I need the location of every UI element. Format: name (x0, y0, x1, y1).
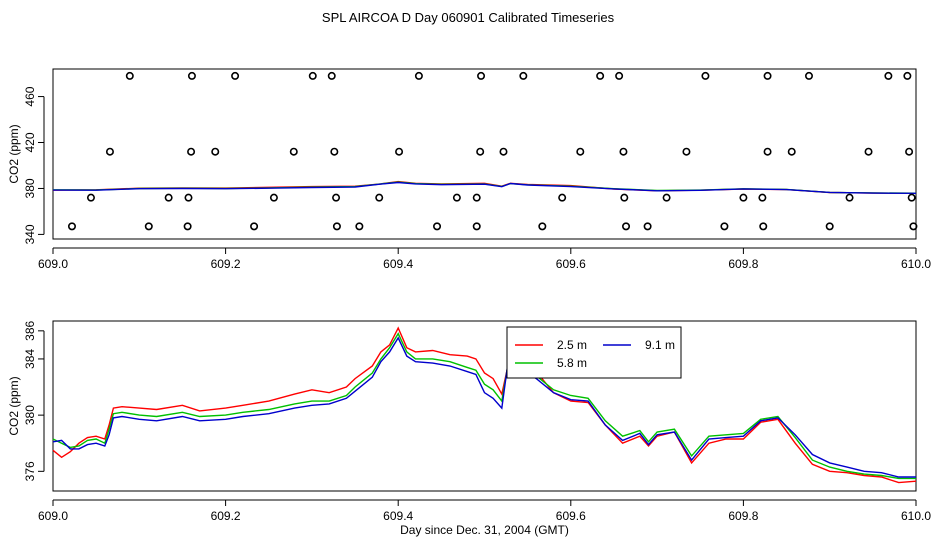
calibration-point (701, 71, 710, 80)
x-tick-label: 609.0 (38, 257, 68, 270)
calibration-point (332, 222, 341, 231)
x-tick-label: 610.0 (901, 509, 931, 523)
calibration-point (825, 222, 834, 231)
calibration-point (375, 193, 384, 202)
calibration-point (759, 222, 768, 231)
calibration-point (164, 193, 173, 202)
x-tick-label: 609.4 (383, 509, 413, 523)
x-tick-label: 609.4 (383, 257, 413, 270)
calibration-point (184, 193, 193, 202)
calibration-point (211, 147, 220, 156)
calibration-point (739, 193, 748, 202)
series-line-58m (52, 332, 916, 480)
calibration-point (864, 147, 873, 156)
calibration-point (787, 147, 796, 156)
calibration-point (231, 71, 240, 80)
calibration-point (477, 71, 486, 80)
y-axis-label: CO2 (ppm) (7, 376, 21, 435)
calibration-point (576, 147, 585, 156)
calibration-point (720, 222, 729, 231)
x-tick-label: 609.8 (728, 257, 758, 270)
calibration-point (105, 147, 114, 156)
calibration-point (330, 147, 339, 156)
x-tick-label: 609.2 (211, 509, 241, 523)
series-line-91m (52, 336, 916, 478)
y-tick-label: 340 (23, 224, 37, 244)
legend-entry: 9.1 m (645, 338, 675, 352)
y-tick-label: 420 (23, 132, 37, 152)
y-tick-label: 460 (23, 86, 37, 106)
calibration-point (758, 193, 767, 202)
calibration-point (476, 147, 485, 156)
calibration-point (183, 222, 192, 231)
calibration-point (144, 222, 153, 231)
x-axis-label: Day since Dec. 31, 2004 (GMT) (400, 523, 569, 537)
x-tick-label: 609.6 (556, 509, 586, 523)
calibration-point (67, 222, 76, 231)
calibration-point (472, 222, 481, 231)
calibration-point (622, 222, 631, 231)
calibration-point (250, 222, 259, 231)
calibration-point (289, 147, 298, 156)
series-line-25m (52, 326, 917, 484)
calibration-point (615, 71, 624, 80)
timeseries-chart: 609.0 609.2 609.4 609.6 609.8 610.0 376 380 384 3… (7, 320, 931, 537)
calibration-point (538, 222, 547, 231)
calibration-point (519, 71, 528, 80)
legend-entry: 2.5 m (557, 338, 587, 352)
x-tick-label: 609.8 (728, 509, 758, 523)
calibration-point (433, 222, 442, 231)
calibration-point (327, 71, 336, 80)
calibration-point (804, 71, 813, 80)
y-tick-label: 384 (23, 349, 37, 369)
calibration-point (619, 147, 628, 156)
calibration-point (905, 147, 914, 156)
calibration-point (332, 193, 341, 202)
calibration-point (682, 147, 691, 156)
y-tick-label: 380 (23, 405, 37, 425)
calibration-point (662, 193, 671, 202)
y-tick-label: 386 (23, 321, 37, 341)
calibration-point (596, 71, 605, 80)
page-title: SPL AIRCOA D Day 060901 Calibrated Times… (321, 10, 615, 25)
calibration-point (884, 71, 893, 80)
calibration-point (763, 147, 772, 156)
legend (506, 326, 682, 379)
calibration-point (452, 193, 461, 202)
calibration-point (907, 193, 916, 202)
calibration-point (845, 193, 854, 202)
calibration-point (472, 193, 481, 202)
calibration-point (903, 71, 912, 80)
calibration-point (620, 193, 629, 202)
calibration-point (643, 222, 652, 231)
legend-entry: 5.8 m (557, 356, 587, 370)
calibration-point (395, 147, 404, 156)
y-tick-label: 380 (23, 178, 37, 198)
x-tick-label: 609.6 (556, 257, 586, 270)
plot-frame (52, 320, 917, 492)
x-tick-label: 610.0 (901, 257, 931, 270)
calibration-point (308, 71, 317, 80)
y-tick-label: 376 (23, 461, 37, 481)
calibration-point (187, 71, 196, 80)
x-tick-label: 609.0 (38, 509, 68, 523)
calibration-point (558, 193, 567, 202)
calibration-point (414, 71, 423, 80)
calibration-chart: 609.0 609.2 609.4 609.6 609.8 610.0 340 380 420 4… (7, 68, 931, 270)
calibration-point (269, 193, 278, 202)
calibration-point (187, 147, 196, 156)
calibration-point (355, 222, 364, 231)
calibration-point (763, 71, 772, 80)
calibration-point (125, 71, 134, 80)
plot-frame (52, 68, 917, 240)
x-tick-label: 609.2 (211, 257, 241, 270)
series-line-2 (52, 181, 917, 194)
calibration-point (86, 193, 95, 202)
calibration-point (499, 147, 508, 156)
y-axis-label: CO2 (ppm) (7, 124, 21, 183)
calibration-point (909, 222, 918, 231)
